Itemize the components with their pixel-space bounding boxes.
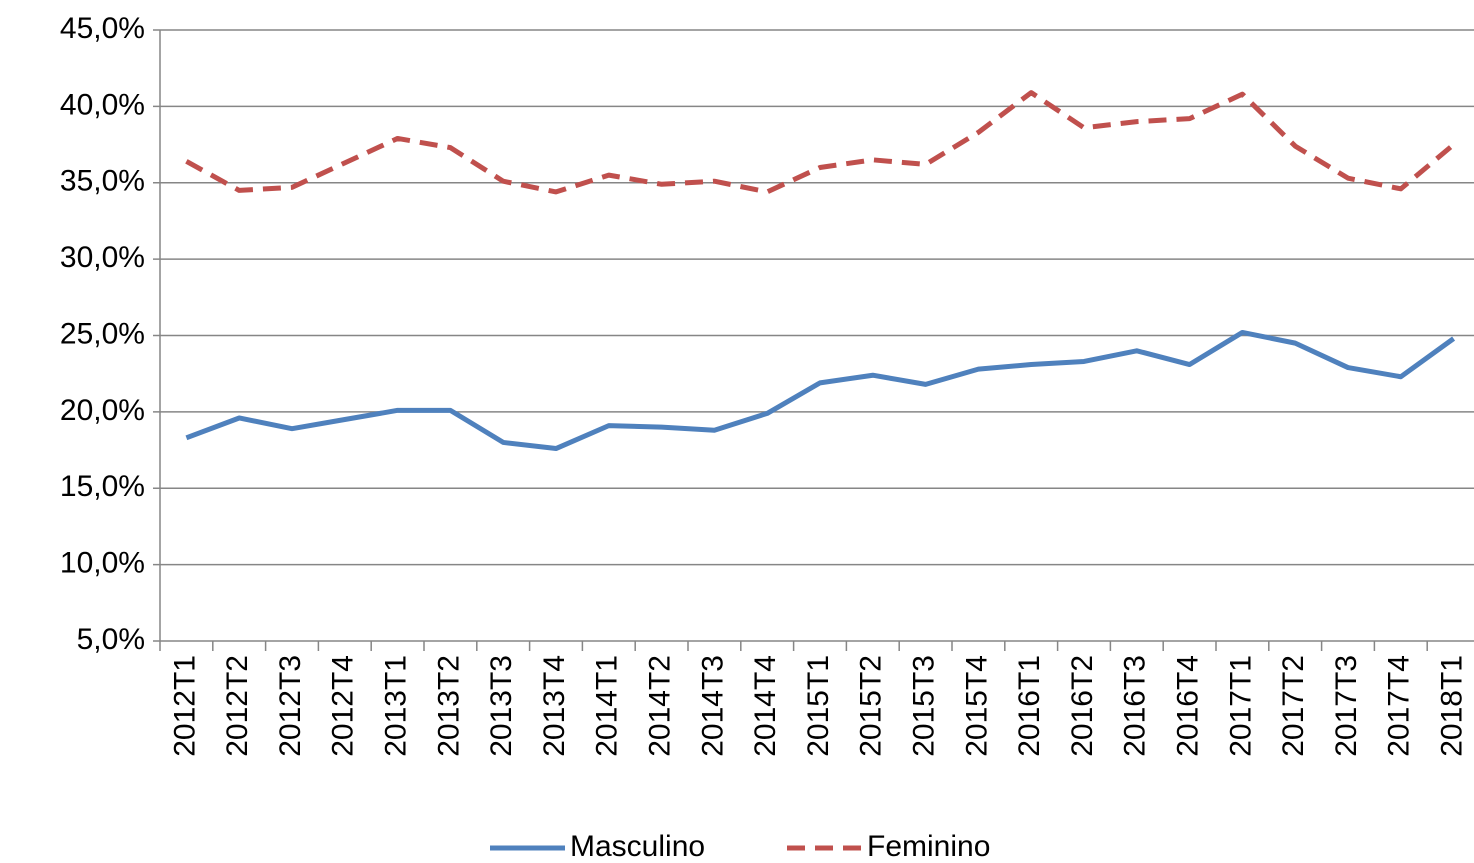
x-tick-label: 2014T1 [591, 655, 624, 757]
x-tick-label: 2017T1 [1224, 655, 1257, 757]
x-tick-label: 2017T2 [1277, 655, 1310, 757]
x-tick-label: 2015T2 [855, 655, 888, 757]
legend-label: Feminino [867, 830, 990, 863]
x-tick-label: 2012T3 [274, 655, 307, 757]
legend-label: Masculino [570, 830, 705, 863]
series-line [185, 90, 1456, 195]
y-tick-label: 10,0% [60, 547, 145, 580]
x-tick-label: 2016T3 [1119, 655, 1152, 757]
y-tick-label: 15,0% [60, 470, 145, 503]
x-tick-label: 2015T3 [908, 655, 941, 757]
y-tick-label: 20,0% [60, 394, 145, 427]
x-tick-label: 2018T1 [1436, 655, 1469, 757]
y-tick-label: 5,0% [77, 623, 145, 656]
y-tick-label: 35,0% [60, 165, 145, 198]
x-tick-label: 2013T1 [380, 655, 413, 757]
y-tick-label: 30,0% [60, 241, 145, 274]
x-tick-label: 2013T3 [485, 655, 518, 757]
y-tick-label: 40,0% [60, 88, 145, 121]
x-tick-label: 2012T2 [221, 655, 254, 757]
x-tick-label: 2016T1 [1013, 655, 1046, 757]
x-tick-label: 2017T4 [1383, 655, 1416, 757]
x-tick-label: 2016T4 [1172, 655, 1205, 757]
x-tick-label: 2014T2 [644, 655, 677, 757]
x-tick-label: 2016T2 [1066, 655, 1099, 757]
x-tick-label: 2012T1 [168, 655, 201, 757]
x-tick-label: 2015T4 [960, 655, 993, 757]
x-tick-label: 2013T4 [538, 655, 571, 757]
y-tick-label: 25,0% [60, 317, 145, 350]
x-tick-label: 2014T4 [749, 655, 782, 757]
x-tick-label: 2014T3 [696, 655, 729, 757]
x-tick-label: 2015T1 [802, 655, 835, 757]
x-tick-label: 2012T4 [327, 655, 360, 757]
x-tick-label: 2017T3 [1330, 655, 1363, 757]
y-tick-label: 45,0% [60, 12, 145, 45]
x-tick-label: 2013T2 [432, 655, 465, 757]
series-line [185, 329, 1456, 452]
